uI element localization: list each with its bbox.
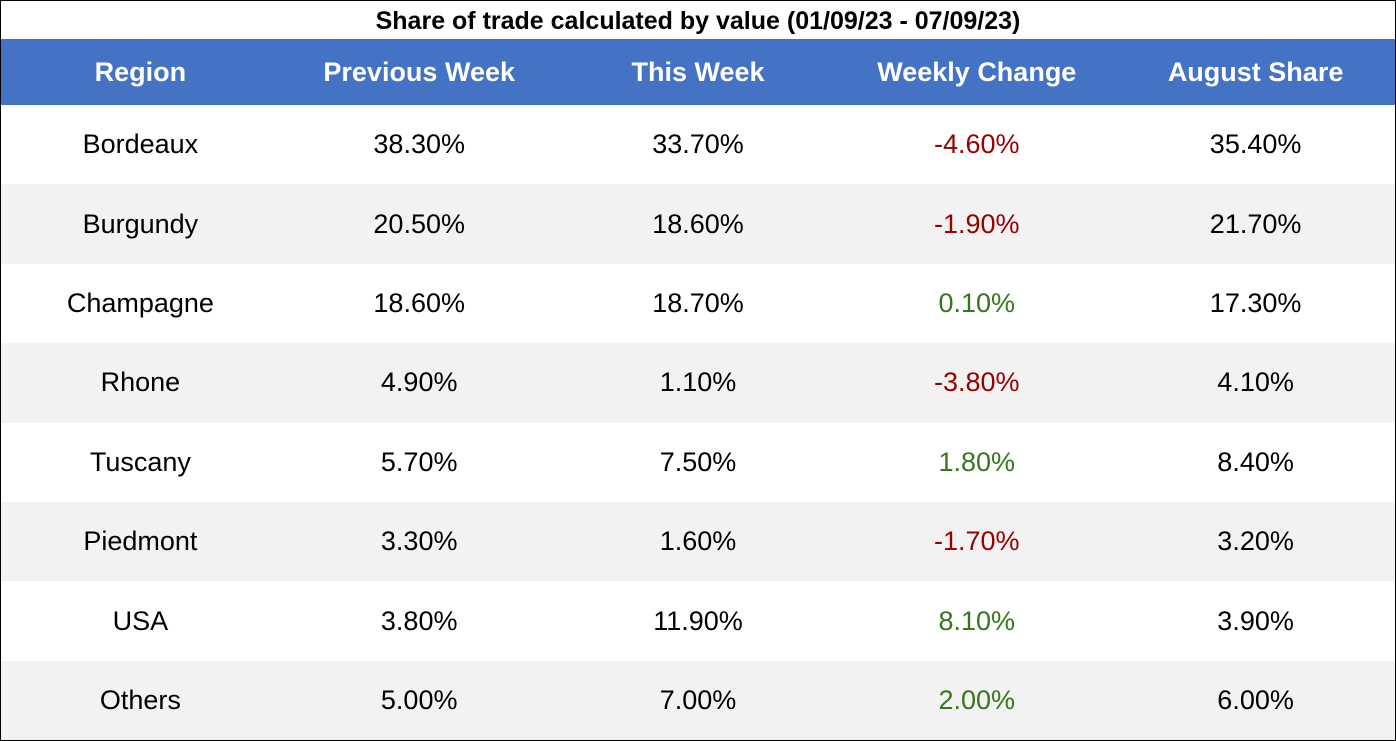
region-cell: Others (99, 684, 181, 715)
this-week-cell: 7.50% (659, 446, 737, 477)
previous-week-cell: 18.60% (373, 287, 465, 318)
column-header-august-share: August Share (1167, 56, 1344, 87)
region-cell: Rhone (100, 367, 181, 398)
this-week-cell: 1.10% (659, 367, 737, 398)
table-row: Burgundy 20.50% 18.60% -1.90% 21.70% (1, 184, 1395, 264)
region-cell: Bordeaux (82, 129, 199, 160)
table-row: USA 3.80% 11.90% 8.10% 3.90% (1, 581, 1395, 660)
this-week-cell: 7.00% (659, 684, 737, 715)
weekly-change-cell: 0.10% (938, 287, 1016, 318)
august-share-cell: 17.30% (1209, 287, 1302, 318)
table-row: Tuscany 5.70% 7.50% 1.80% 8.40% (1, 423, 1395, 502)
this-week-cell: 18.60% (652, 208, 744, 239)
table-row: Bordeaux 38.30% 33.70% -4.60% 35.40% (1, 105, 1395, 184)
region-cell: Champagne (66, 287, 214, 318)
weekly-change-cell: 8.10% (938, 605, 1016, 636)
previous-week-cell: 38.30% (373, 129, 465, 160)
column-header-weekly-change: Weekly Change (877, 56, 1077, 87)
weekly-change-cell: -3.80% (934, 367, 1020, 398)
table-row: Rhone 4.90% 1.10% -3.80% 4.10% (1, 343, 1395, 423)
previous-week-cell: 5.00% (380, 684, 458, 715)
previous-week-cell: 3.30% (380, 526, 458, 557)
region-cell: Burgundy (82, 208, 199, 239)
august-share-cell: 4.10% (1217, 367, 1294, 398)
region-cell: USA (112, 605, 169, 636)
weekly-change-cell: -1.70% (934, 526, 1020, 557)
region-cell: Piedmont (83, 526, 198, 557)
august-share-cell: 35.40% (1209, 129, 1302, 160)
weekly-change-cell: -1.90% (934, 208, 1020, 239)
table-title: Share of trade calculated by value (01/0… (375, 7, 1021, 35)
august-share-cell: 8.40% (1217, 446, 1294, 477)
previous-week-cell: 20.50% (373, 208, 465, 239)
table-body: Bordeaux 38.30% 33.70% -4.60% 35.40% Burgundy… (1, 105, 1395, 740)
column-header-this-week: This Week (631, 56, 765, 87)
this-week-cell: 33.70% (652, 129, 744, 160)
weekly-change-cell: 2.00% (938, 684, 1016, 715)
august-share-cell: 3.90% (1217, 605, 1294, 636)
table-header-row: Region Previous Week This Week Weekly Ch… (1, 39, 1395, 105)
previous-week-cell: 4.90% (380, 367, 458, 398)
region-cell: Tuscany (89, 446, 191, 477)
table-row: Champagne 18.60% 18.70% 0.10% 17.30% (1, 264, 1395, 343)
this-week-cell: 1.60% (659, 526, 737, 557)
august-share-cell: 21.70% (1209, 208, 1302, 239)
this-week-cell: 18.70% (652, 287, 744, 318)
august-share-cell: 6.00% (1217, 684, 1294, 715)
column-header-region: Region (94, 56, 187, 87)
column-header-previous-week: Previous Week (323, 56, 515, 87)
previous-week-cell: 5.70% (380, 446, 458, 477)
weekly-change-cell: 1.80% (938, 446, 1016, 477)
weekly-change-cell: -4.60% (934, 129, 1020, 160)
table-row: Piedmont 3.30% 1.60% -1.70% 3.20% (1, 501, 1395, 582)
table-row: Others 5.00% 7.00% 2.00% 6.00% (1, 660, 1395, 740)
august-share-cell: 3.20% (1217, 526, 1294, 557)
previous-week-cell: 3.80% (380, 605, 458, 636)
this-week-cell: 11.90% (653, 605, 743, 636)
